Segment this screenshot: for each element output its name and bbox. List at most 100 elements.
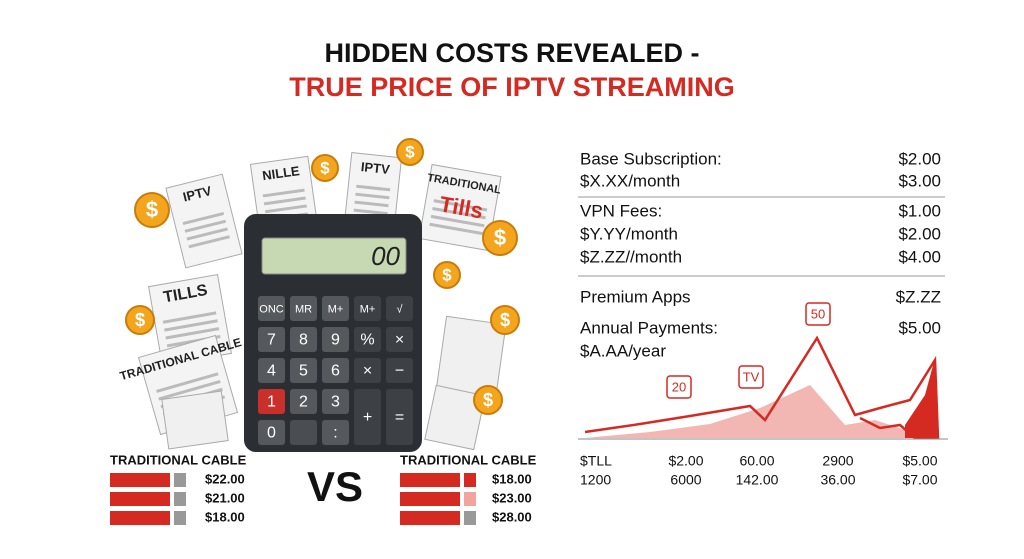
price-bar xyxy=(400,492,460,506)
key-label: + xyxy=(363,409,372,426)
key xyxy=(258,389,285,414)
display-text: 00 xyxy=(371,241,400,271)
coin-symbol: $ xyxy=(135,310,145,330)
key-label: = xyxy=(395,409,404,426)
key-label: % xyxy=(360,332,374,349)
price: $28.00 xyxy=(492,509,532,524)
footer-text: 6000 xyxy=(670,472,701,488)
price-bar xyxy=(110,492,170,506)
key-label: − xyxy=(395,363,404,380)
vs: VS xyxy=(307,463,363,510)
coin xyxy=(490,305,520,335)
key-label: 4 xyxy=(267,363,276,380)
key xyxy=(322,296,349,321)
bill-text: IPTV xyxy=(181,183,213,205)
coin-symbol: $ xyxy=(494,225,506,250)
footer-text: 1200 xyxy=(580,472,611,488)
key xyxy=(322,389,349,414)
key-label: M+ xyxy=(360,303,376,315)
bill-line xyxy=(188,235,230,249)
key xyxy=(386,358,413,383)
row-value: $2.00 xyxy=(898,224,941,243)
key-label: ONC xyxy=(259,303,284,315)
row-label: Base Subscription: xyxy=(580,149,722,168)
callout-text: 50 xyxy=(811,306,825,321)
callout-box xyxy=(738,365,764,389)
footer-text: 60.00 xyxy=(739,453,774,469)
bill-line xyxy=(156,372,219,393)
trend-chart: 50 20 TV $TLL $2.00 60.00 2900 $5.00 1200 6000 14… xyxy=(578,302,948,488)
key-label: 5 xyxy=(299,363,308,380)
footer-text: $7.00 xyxy=(902,472,937,488)
row-value: $5.00 xyxy=(898,318,941,337)
cost-breakdown: Base Subscription: $2.00 $X.XX/month $3.00 V… xyxy=(578,149,945,360)
title-line-1: HIDDEN COSTS REVEALED - xyxy=(324,38,699,68)
bill-line xyxy=(162,311,217,324)
bill-line xyxy=(164,319,218,332)
footer: $TLL $2.00 60.00 2900 $5.00 1200 6000 142.00 36.… xyxy=(580,453,938,488)
key-label: 0 xyxy=(267,425,276,442)
bill-line xyxy=(353,208,388,216)
price-swatch xyxy=(174,473,186,487)
bill-line xyxy=(354,200,389,208)
key-label: 7 xyxy=(267,332,276,349)
key-label: × xyxy=(363,363,372,380)
title-line-2: TRUE PRICE OF IPTV STREAMING xyxy=(289,72,735,102)
key-label: 9 xyxy=(331,332,340,349)
price-swatch xyxy=(464,492,476,506)
key xyxy=(322,327,349,352)
row-value: $Z.ZZ xyxy=(896,287,941,306)
key xyxy=(258,296,285,321)
key-label: 2 xyxy=(299,394,308,411)
price-swatch xyxy=(174,492,186,506)
key xyxy=(290,296,317,321)
key xyxy=(386,296,413,321)
bill xyxy=(424,384,486,451)
bill-line xyxy=(263,196,306,206)
bill xyxy=(165,173,243,269)
price-swatch xyxy=(174,511,186,525)
bill-line xyxy=(186,227,228,241)
bill xyxy=(161,390,229,450)
key xyxy=(290,420,317,445)
callout-box xyxy=(666,375,692,399)
bill-line xyxy=(432,206,486,220)
row-label: Premium Apps xyxy=(580,287,691,306)
row-label: Annual Payments: xyxy=(580,318,718,337)
price: $18.00 xyxy=(205,509,245,524)
price: $18.00 xyxy=(492,471,532,486)
price-swatch xyxy=(464,473,476,487)
row-label: $X.XX/month xyxy=(580,171,680,190)
coins: $ $ $ $ $ $ $ $ xyxy=(125,138,520,415)
price-swatch xyxy=(464,511,476,525)
bill-line xyxy=(262,188,305,198)
key-label: √ xyxy=(396,303,403,315)
row-value: $3.00 xyxy=(898,171,941,190)
row-value: $2.00 xyxy=(898,149,941,168)
bill-line xyxy=(355,192,390,200)
callout-text: TV xyxy=(743,369,760,384)
bill-line xyxy=(429,222,484,236)
bill-line xyxy=(356,184,391,192)
key xyxy=(258,420,285,445)
key-label: 8 xyxy=(299,332,308,349)
key xyxy=(386,389,413,445)
bill-line xyxy=(158,380,221,401)
coin xyxy=(134,192,170,228)
comparison: TRADITIONAL CABLE VS TRADITIONAL CABLE $… xyxy=(110,452,537,525)
calculator: 00 ONC MR M+ M+ √ 7 8 9% × 4 5 6 × − 1 2 3 + = 0: xyxy=(244,214,422,452)
keys: ONC MR M+ M+ √ 7 8 9% × 4 5 6 × − 1 2 3 + = 0: xyxy=(258,296,413,445)
bill-line xyxy=(165,327,220,340)
price-bar xyxy=(400,511,460,525)
area xyxy=(585,385,935,438)
row-label: $Y.YY/month xyxy=(580,224,678,243)
area-accent xyxy=(905,358,938,438)
bill-line xyxy=(430,214,485,228)
key-label: MR xyxy=(295,303,312,315)
key xyxy=(354,327,381,352)
callout-text: 20 xyxy=(672,379,686,394)
right-label: TRADITIONAL CABLE xyxy=(400,452,537,467)
